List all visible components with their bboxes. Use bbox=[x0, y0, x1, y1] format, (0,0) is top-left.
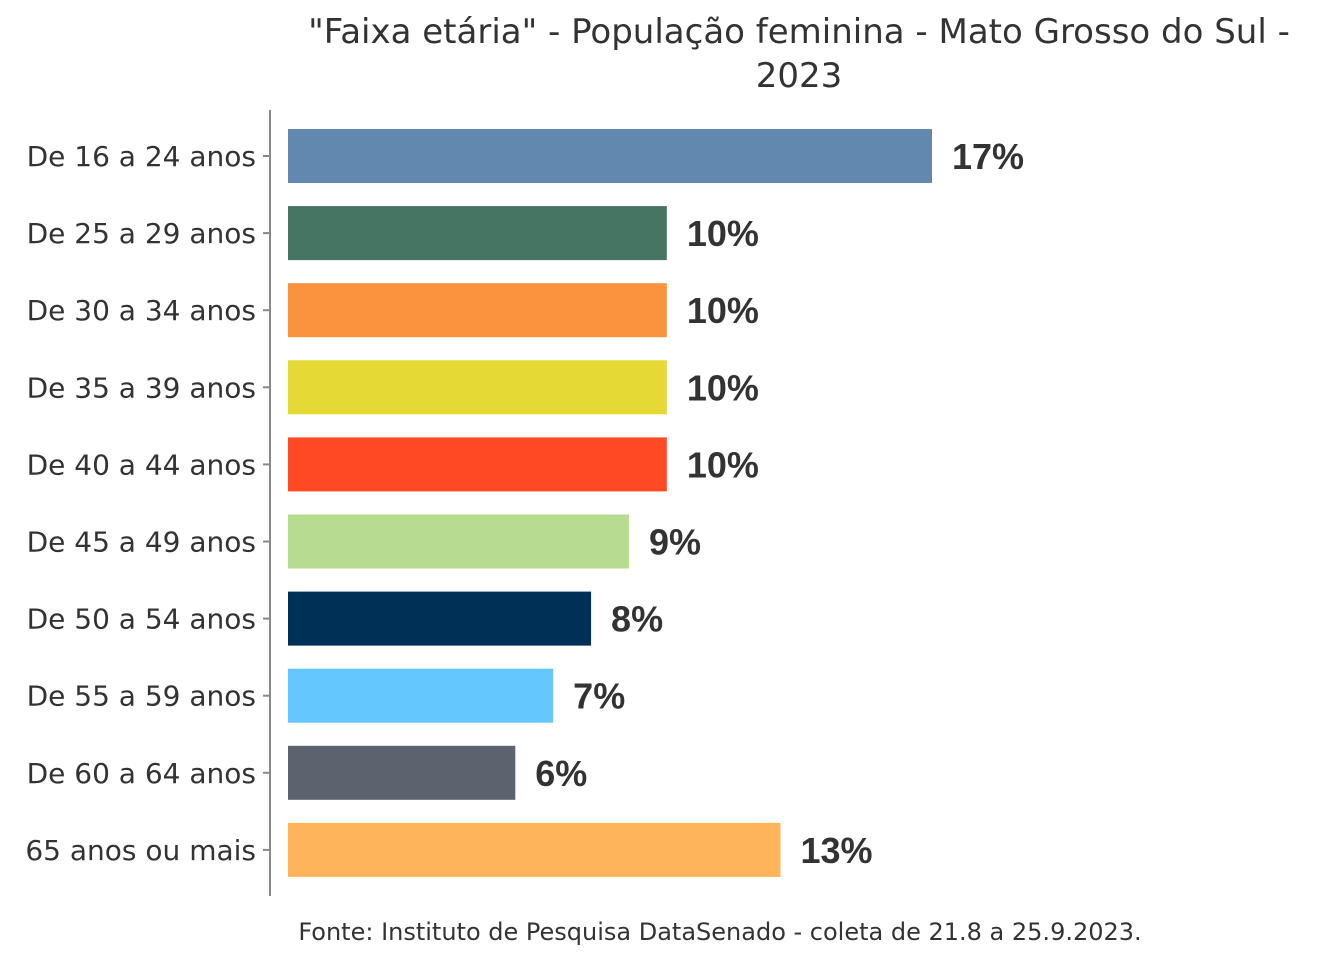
y-tick-label: De 30 a 34 anos bbox=[27, 294, 256, 327]
y-tick-label: De 25 a 29 anos bbox=[27, 217, 256, 250]
bar-value-label: 6% bbox=[535, 753, 587, 794]
bar-value-label: 13% bbox=[800, 830, 872, 871]
bar-value-label: 8% bbox=[611, 599, 663, 640]
bar-value-label: 7% bbox=[573, 676, 625, 717]
chart-title-line-1: "Faixa etária" - População feminina - Ma… bbox=[308, 12, 1290, 52]
bar-value-label: 9% bbox=[649, 522, 701, 563]
bar-value-label: 10% bbox=[687, 213, 759, 254]
bar bbox=[288, 283, 667, 338]
bar bbox=[288, 129, 932, 183]
bar bbox=[288, 206, 667, 261]
y-tick-label: De 35 a 39 anos bbox=[27, 371, 256, 404]
chart-title-line-2: 2023 bbox=[756, 56, 843, 96]
chart-title: "Faixa etária" - População feminina - Ma… bbox=[308, 12, 1290, 96]
bar bbox=[288, 668, 554, 723]
y-tick-label: De 50 a 54 anos bbox=[27, 603, 256, 636]
y-tick-label: 65 anos ou mais bbox=[25, 834, 256, 867]
bar bbox=[288, 591, 592, 646]
bar-value-label: 10% bbox=[687, 444, 759, 485]
y-tick-label: De 16 a 24 anos bbox=[27, 140, 256, 173]
bar bbox=[288, 822, 781, 877]
bar-value-label: 17% bbox=[952, 136, 1024, 177]
y-tick-label: De 40 a 44 anos bbox=[27, 448, 256, 481]
bar-value-label: 10% bbox=[687, 367, 759, 408]
bar bbox=[288, 514, 629, 569]
bar bbox=[288, 437, 667, 492]
y-tick-label: De 45 a 49 anos bbox=[27, 526, 256, 559]
bar-value-label: 10% bbox=[687, 290, 759, 331]
source-caption: Fonte: Instituto de Pesquisa DataSenado … bbox=[298, 918, 1141, 946]
y-tick-label: De 55 a 59 anos bbox=[27, 680, 256, 713]
y-tick-label: De 60 a 64 anos bbox=[27, 757, 256, 790]
bar bbox=[288, 745, 516, 800]
bar bbox=[288, 360, 667, 415]
bars-group: De 16 a 24 anos 17% De 25 a 29 anos 10% De 3… bbox=[25, 129, 1024, 877]
